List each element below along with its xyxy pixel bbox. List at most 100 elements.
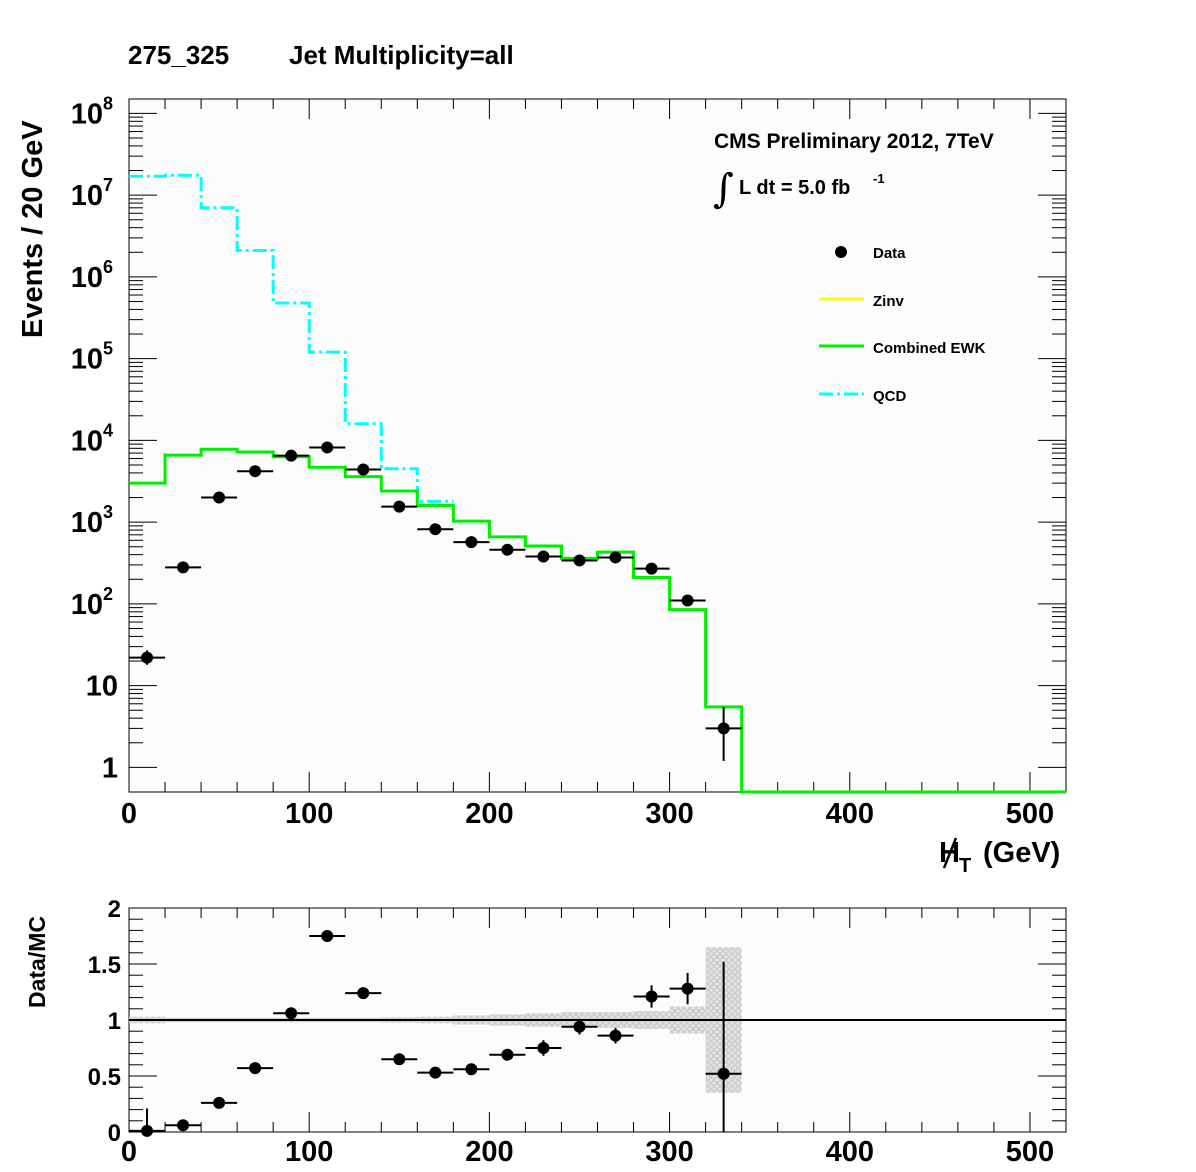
ratio-y-tick-label: 0 [108, 1120, 121, 1147]
data-point-marker [285, 449, 298, 462]
ratio-point [705, 961, 742, 1132]
ratio-x-tick-label: 300 [645, 1136, 693, 1168]
ratio-point [129, 1108, 166, 1137]
data-point-marker [357, 463, 370, 476]
main-axis-ticks [128, 99, 1067, 792]
ratio-point [273, 1007, 310, 1020]
ratio-point [201, 1096, 238, 1109]
data-points [129, 441, 742, 761]
ratio-point-marker [177, 1119, 190, 1132]
data-point [669, 594, 706, 607]
data-point-marker [393, 500, 406, 513]
data-point-marker [177, 561, 190, 574]
data-point [201, 491, 238, 504]
data-point [381, 500, 418, 513]
y-tick-label-base: 10 [71, 262, 103, 294]
ratio-point-marker [141, 1124, 154, 1137]
ratio-x-tick-label: 400 [826, 1136, 874, 1168]
x-axis-label-unit: (GeV) [983, 837, 1060, 869]
ratio-x-tick-labels: 0 100 200 300 400 500 [121, 1136, 1054, 1168]
ratio-point [237, 1062, 274, 1075]
ratio-axis-ticks [128, 907, 1067, 1133]
ratio-y-tick-label: 0.5 [88, 1064, 121, 1091]
ratio-point-marker [285, 1007, 298, 1020]
ratio-point [453, 1063, 490, 1076]
y-tick-label-base: 10 [71, 98, 103, 130]
ratio-x-tick-label: 0 [121, 1136, 137, 1168]
ratio-point-marker [465, 1063, 478, 1076]
data-point-marker [213, 491, 226, 504]
x-tick-label: 200 [465, 798, 513, 830]
legend-qcd-label: QCD [873, 388, 907, 405]
data-point [525, 550, 562, 563]
ratio-x-tick-label: 500 [1006, 1136, 1054, 1168]
x-tick-label: 0 [121, 798, 137, 830]
data-point-marker [717, 722, 730, 735]
main-plot-frame [128, 98, 1067, 793]
ratio-x-tick-label: 200 [465, 1136, 513, 1168]
data-point [237, 465, 274, 478]
ratio-point [417, 1066, 454, 1079]
data-point [273, 449, 310, 462]
data-point-marker [645, 562, 658, 575]
main-y-axis-label: Events / 20 GeV [17, 120, 49, 338]
data-point-marker [465, 536, 478, 549]
ratio-point-marker [357, 987, 370, 1000]
ratio-point [489, 1048, 526, 1061]
legend-ewk-label: Combined EWK [873, 340, 986, 357]
ratio-point-marker [681, 982, 694, 995]
ratio-point [309, 930, 346, 942]
data-point [597, 551, 634, 564]
ratio-point-marker [537, 1042, 550, 1054]
ratio-point [669, 972, 706, 1005]
y-tick-label-exp: 4 [103, 420, 113, 440]
data-point-marker [321, 441, 334, 454]
ratio-point [561, 1018, 598, 1035]
data-point [633, 562, 670, 575]
ratio-y-axis-label: Data/MC [24, 916, 50, 1008]
ewk-histogram [129, 447, 1066, 794]
ratio-y-tick-labels: 0 0.5 1 1.5 2 [88, 896, 121, 1147]
main-x-axis-label: H T (GeV) [939, 837, 1060, 877]
data-point [417, 523, 454, 536]
data-point-marker [249, 465, 262, 478]
y-tick-label-exp: 2 [103, 584, 113, 604]
integral-symbol: ∫ [713, 166, 734, 212]
legend-zinv-label: Zinv [873, 293, 904, 310]
data-point-marker [681, 594, 694, 607]
y-tick-label-base: 10 [71, 344, 103, 376]
lumi-exponent: -1 [873, 171, 885, 186]
ratio-point-marker [501, 1048, 514, 1061]
ratio-y-tick-label: 2 [108, 896, 121, 923]
ratio-point-marker [645, 990, 658, 1003]
x-tick-label: 400 [826, 798, 874, 830]
y-tick-label-exp: 7 [103, 175, 113, 195]
legend: Data Zinv Combined EWK QCD [819, 245, 986, 405]
legend-data-marker [835, 246, 847, 258]
data-point [309, 441, 346, 454]
ratio-x-tick-label: 100 [285, 1136, 333, 1168]
ratio-point [345, 987, 382, 1000]
qcd-histogram-line [129, 173, 454, 503]
y-tick-label-exp: 5 [103, 339, 113, 359]
ratio-point-marker [321, 930, 334, 942]
data-point-marker [141, 651, 154, 664]
ratio-point-marker [609, 1029, 622, 1042]
x-axis-label-sub: T [959, 855, 971, 877]
ratio-point-marker [213, 1096, 226, 1109]
data-point-marker [501, 543, 514, 556]
data-point-marker [429, 523, 442, 536]
ratio-point [165, 1119, 202, 1132]
data-point [705, 706, 742, 761]
x-tick-label: 100 [285, 798, 333, 830]
y-tick-label-exp: 6 [103, 257, 113, 277]
data-point-marker [609, 551, 622, 564]
data-point [165, 561, 202, 574]
data-point-marker [537, 550, 550, 563]
lumi-label: L dt = 5.0 fb [739, 177, 850, 199]
y-tick-label-base: 10 [71, 425, 103, 457]
ratio-point-marker [393, 1053, 406, 1066]
x-tick-label: 500 [1006, 798, 1054, 830]
